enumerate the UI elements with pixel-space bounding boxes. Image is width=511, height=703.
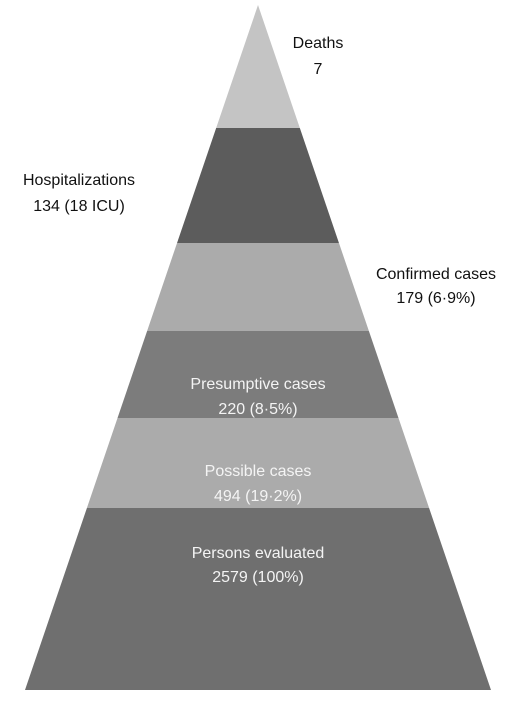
level-label: Hospitalizations	[23, 172, 135, 189]
pyramid-band	[177, 128, 339, 243]
pyramid	[25, 5, 491, 690]
pyramid-band	[86, 418, 430, 508]
level-label: Persons evaluated	[192, 545, 325, 562]
level-value: 179 (6·9%)	[396, 290, 475, 307]
pyramid-band	[216, 5, 300, 128]
level-value: 220 (8·5%)	[218, 401, 297, 418]
pyramid-band	[147, 243, 369, 331]
level-value: 2579 (100%)	[212, 569, 304, 586]
pyramid-band	[25, 508, 491, 690]
level-label: Possible cases	[205, 463, 312, 480]
level-label: Presumptive cases	[190, 376, 325, 393]
level-value: 7	[314, 61, 323, 78]
level-value: 494 (19·2%)	[214, 488, 302, 505]
level-label: Deaths	[293, 35, 344, 52]
level-value: 134 (18 ICU)	[33, 198, 125, 215]
level-label: Confirmed cases	[376, 266, 496, 283]
pyramid-band	[117, 331, 399, 418]
